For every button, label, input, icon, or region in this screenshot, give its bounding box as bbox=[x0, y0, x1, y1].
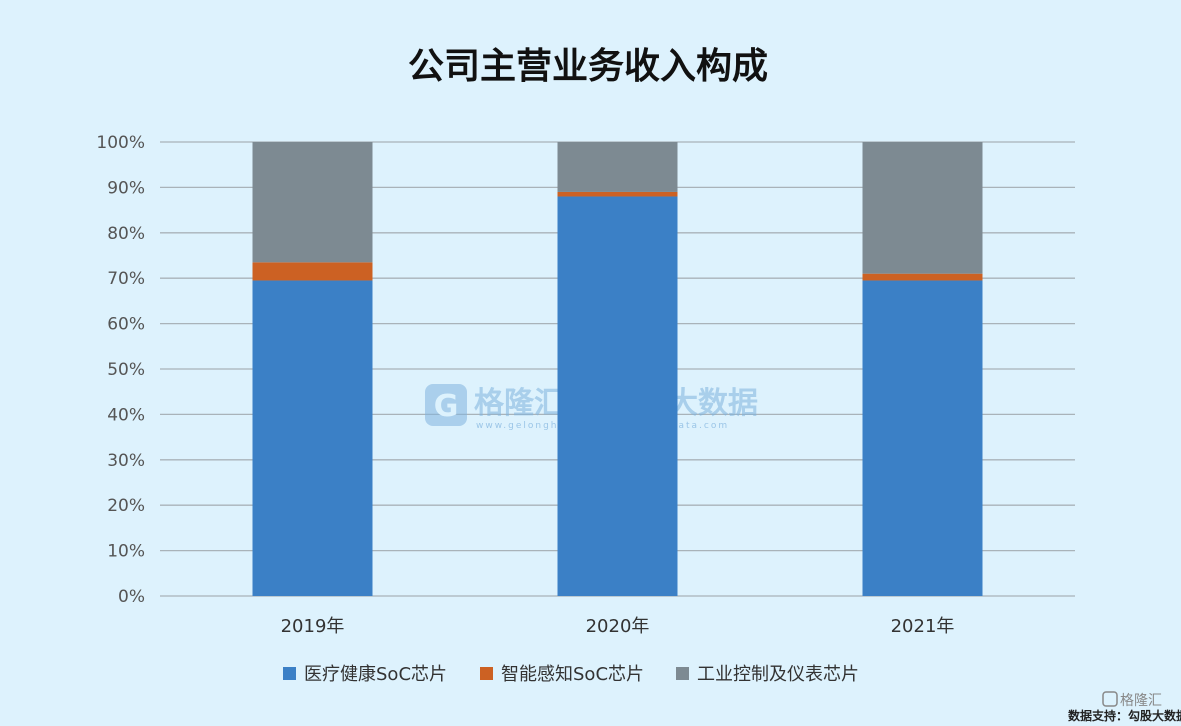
y-tick-label: 20% bbox=[107, 496, 145, 516]
y-tick-label: 0% bbox=[118, 587, 145, 607]
legend-swatch bbox=[676, 667, 689, 680]
legend: 医疗健康SoC芯片 智能感知SoC芯片 工业控制及仪表芯片 bbox=[283, 664, 859, 685]
y-tick-label: 100% bbox=[96, 133, 145, 153]
bar-segment bbox=[252, 142, 373, 263]
legend-label: 智能感知SoC芯片 bbox=[501, 664, 644, 685]
bar-segment bbox=[862, 280, 983, 596]
y-tick-label: 50% bbox=[107, 360, 145, 380]
y-tick-label: 30% bbox=[107, 451, 145, 471]
footer-logo: 格隆汇 bbox=[1102, 691, 1162, 709]
chart-title: 公司主营业务收入构成 bbox=[408, 46, 768, 87]
x-axis-labels: 2019年 2020年 2021年 bbox=[281, 616, 955, 637]
y-tick-label: 80% bbox=[107, 224, 145, 244]
y-tick-label: 40% bbox=[107, 405, 145, 425]
y-tick-label: 10% bbox=[107, 542, 145, 562]
footer-logo-text: 格隆汇 bbox=[1120, 693, 1162, 709]
svg-text:G: G bbox=[434, 389, 459, 424]
x-tick-label: 2021年 bbox=[891, 616, 955, 637]
bar-segment bbox=[862, 142, 983, 274]
data-credit: 数据支持：勾股大数据 bbox=[1068, 708, 1181, 723]
bar-segment bbox=[252, 262, 373, 281]
legend-swatch bbox=[480, 667, 493, 680]
bar-segment bbox=[557, 142, 678, 192]
legend-label: 医疗健康SoC芯片 bbox=[304, 664, 447, 685]
y-axis-ticks: 0% 10% 20% 30% 40% 50% 60% 70% 80% 90% 100% bbox=[96, 133, 145, 607]
watermark-brand1: 格隆汇 bbox=[474, 386, 564, 421]
y-tick-label: 70% bbox=[107, 269, 145, 289]
y-tick-label: 60% bbox=[107, 315, 145, 335]
bar-segment bbox=[862, 273, 983, 281]
legend-label: 工业控制及仪表芯片 bbox=[697, 664, 859, 685]
bar-segment bbox=[557, 196, 678, 597]
legend-swatch bbox=[283, 667, 296, 680]
y-tick-label: 90% bbox=[107, 178, 145, 198]
x-tick-label: 2019年 bbox=[281, 616, 345, 637]
bar-segment bbox=[252, 280, 373, 596]
bar-segment bbox=[557, 191, 678, 197]
x-tick-label: 2020年 bbox=[586, 616, 650, 637]
watermark-brand1-url: www.gelonghui.com bbox=[476, 421, 601, 431]
bars bbox=[252, 142, 983, 597]
gelonghui-logo-icon: G bbox=[425, 384, 467, 426]
